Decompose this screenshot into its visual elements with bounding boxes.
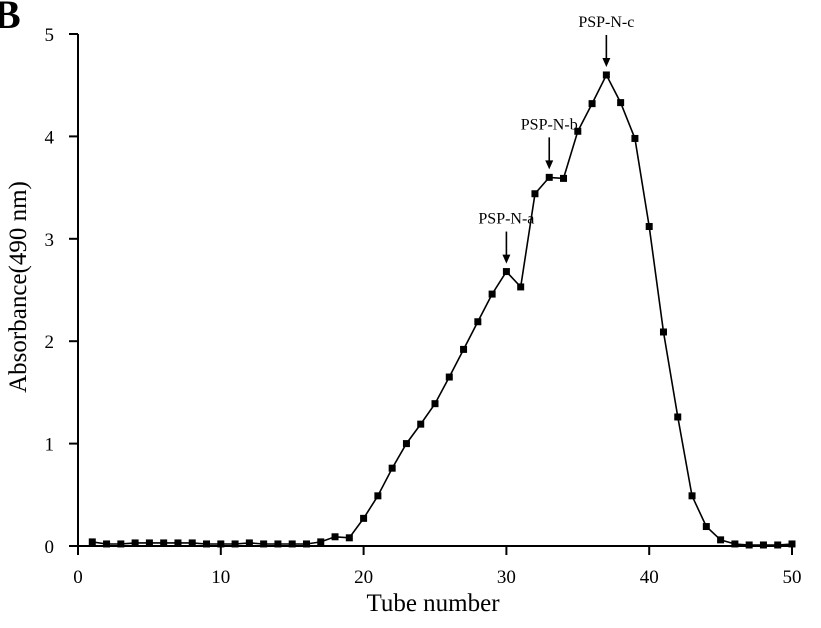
peak-label: PSP-N-a bbox=[478, 211, 534, 228]
y-tick-label: 0 bbox=[45, 537, 55, 558]
data-point bbox=[188, 539, 196, 547]
peak-label: PSP-N-c bbox=[578, 14, 634, 31]
data-point bbox=[645, 223, 653, 231]
series-line bbox=[92, 73, 793, 546]
data-point bbox=[402, 440, 410, 448]
data-point bbox=[131, 539, 139, 547]
data-point bbox=[659, 328, 667, 336]
data-point bbox=[674, 413, 682, 421]
data-point bbox=[302, 540, 310, 548]
y-tick-label: 1 bbox=[45, 435, 55, 456]
data-point bbox=[417, 420, 425, 428]
data-point bbox=[117, 540, 125, 548]
peak-label: PSP-N-b bbox=[521, 116, 578, 133]
arrowhead bbox=[545, 160, 554, 170]
data-point bbox=[445, 373, 453, 381]
data-point bbox=[160, 539, 168, 547]
data-point bbox=[231, 540, 239, 548]
data-point bbox=[474, 318, 482, 326]
data-point bbox=[574, 127, 582, 135]
data-point bbox=[488, 290, 496, 298]
x-tick-label: 20 bbox=[354, 567, 373, 588]
data-point bbox=[731, 540, 739, 548]
data-point bbox=[174, 539, 182, 547]
panel-label: B bbox=[0, 0, 21, 37]
series-group bbox=[88, 71, 796, 549]
tick-group: 0 10 20 30 40 50 0 1 2 3 4 5 bbox=[45, 25, 802, 588]
data-point bbox=[431, 400, 439, 408]
x-axis-title: Tube number bbox=[366, 590, 500, 617]
data-point bbox=[145, 539, 153, 547]
y-tick-label: 3 bbox=[45, 230, 55, 251]
data-point bbox=[388, 464, 396, 472]
arrowhead bbox=[602, 57, 611, 67]
x-tick-label: 40 bbox=[640, 567, 659, 588]
data-point bbox=[617, 99, 625, 107]
data-point bbox=[217, 540, 225, 548]
data-point bbox=[245, 539, 253, 547]
data-point bbox=[88, 538, 96, 546]
data-point bbox=[517, 283, 525, 291]
data-point bbox=[317, 538, 325, 546]
data-point bbox=[460, 345, 468, 353]
data-point bbox=[602, 71, 610, 79]
data-point bbox=[274, 540, 282, 548]
data-point bbox=[260, 540, 268, 548]
y-tick-label: 2 bbox=[45, 332, 55, 353]
data-point bbox=[717, 536, 725, 544]
x-tick-label: 0 bbox=[73, 567, 83, 588]
axes bbox=[77, 34, 792, 547]
data-point bbox=[203, 540, 211, 548]
data-point bbox=[103, 540, 111, 548]
data-point bbox=[688, 492, 696, 500]
data-point bbox=[745, 541, 753, 549]
data-point bbox=[560, 174, 568, 182]
data-point bbox=[331, 533, 339, 541]
data-point bbox=[774, 541, 782, 549]
x-tick-label: 10 bbox=[211, 567, 230, 588]
x-tick-label: 30 bbox=[497, 567, 516, 588]
x-tick-label: 50 bbox=[783, 567, 802, 588]
data-point bbox=[360, 514, 368, 522]
data-point bbox=[531, 190, 539, 198]
data-point bbox=[588, 100, 596, 108]
y-tick-label: 4 bbox=[45, 127, 55, 148]
y-axis-title: Absorbance(490 nm) bbox=[5, 181, 32, 393]
arrowhead bbox=[502, 254, 511, 264]
y-tick-label: 5 bbox=[45, 25, 55, 46]
data-point bbox=[288, 540, 296, 548]
data-point bbox=[374, 492, 382, 500]
annotation-group: PSP-N-a PSP-N-b PSP-N-c bbox=[478, 14, 634, 264]
data-point bbox=[631, 134, 639, 142]
data-point bbox=[759, 541, 767, 549]
data-point bbox=[502, 268, 510, 276]
data-point bbox=[345, 534, 353, 542]
data-point bbox=[545, 173, 553, 181]
data-point bbox=[788, 540, 796, 548]
data-point bbox=[702, 523, 710, 531]
